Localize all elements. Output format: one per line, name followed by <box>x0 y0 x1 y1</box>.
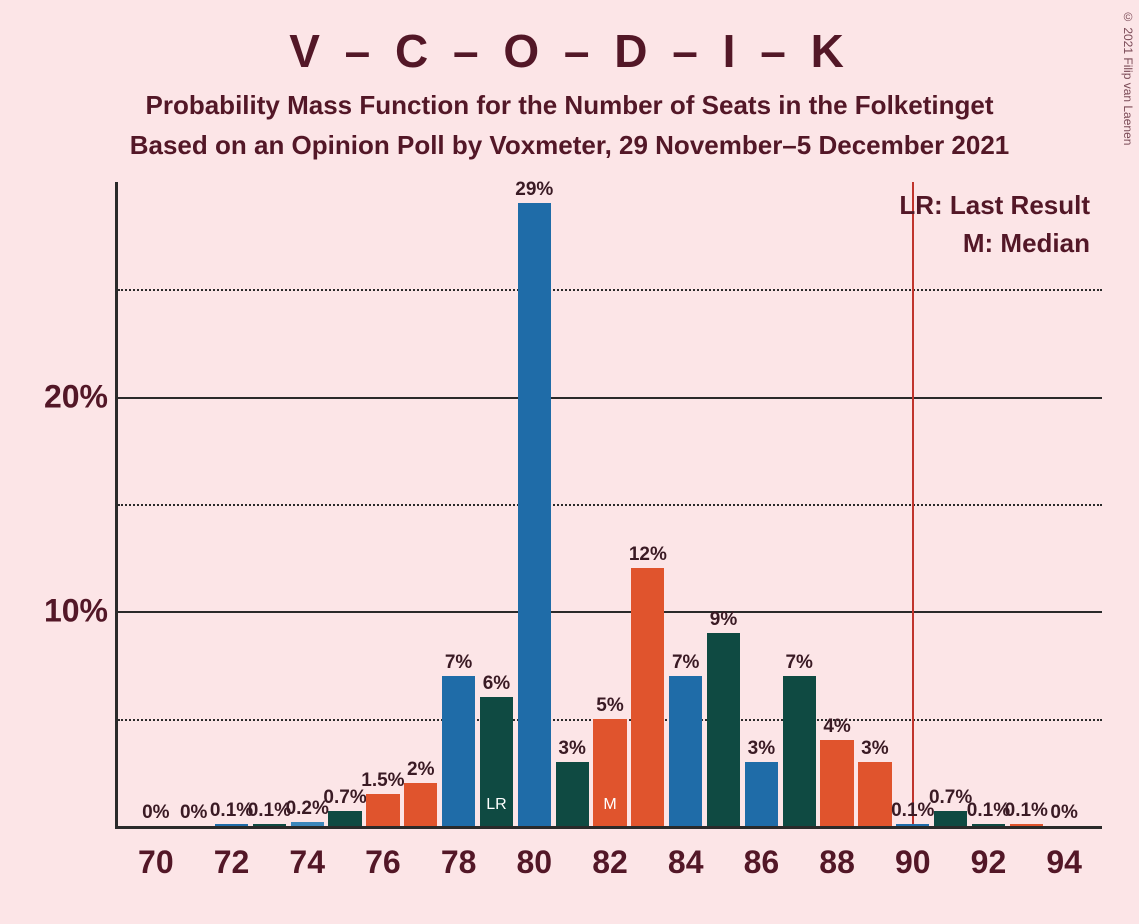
bar-value-label: 0% <box>180 802 207 824</box>
x-axis-tick: 94 <box>1046 844 1082 881</box>
bar: 0.1% <box>896 824 929 826</box>
bar: 7% <box>783 676 816 826</box>
bar: 0.1% <box>253 824 286 826</box>
x-axis-tick: 76 <box>365 844 401 881</box>
chart-area: 10%20%0%0%0.1%0.1%0.2%0.7%1.5%2%7%6%29%3… <box>115 182 1102 829</box>
bar: 0.2% <box>291 822 324 826</box>
subtitle-line-1: Probability Mass Function for the Number… <box>0 90 1139 121</box>
x-axis-tick: 74 <box>289 844 325 881</box>
x-axis-tick: 80 <box>517 844 553 881</box>
gridline-minor <box>118 289 1102 291</box>
bar-value-label: 0.2% <box>286 798 329 820</box>
legend-lr: LR: Last Result <box>899 190 1090 221</box>
bar-value-label: 0.7% <box>929 787 972 809</box>
bar: 0.1% <box>215 824 248 826</box>
bar-value-label: 1.5% <box>361 770 404 792</box>
bar-value-label: 0.1% <box>1005 800 1048 822</box>
bar-value-label: 29% <box>515 179 553 201</box>
gridline-major <box>118 397 1102 399</box>
subtitle-line-2: Based on an Opinion Poll by Voxmeter, 29… <box>0 130 1139 161</box>
bar-value-label: 3% <box>861 738 888 760</box>
x-axis-tick: 84 <box>668 844 704 881</box>
bar: 0.1% <box>972 824 1005 826</box>
x-axis-tick: 72 <box>214 844 250 881</box>
x-axis-tick: 86 <box>744 844 780 881</box>
bar: 7% <box>442 676 475 826</box>
bar: 29% <box>518 203 551 826</box>
y-axis-tick: 20% <box>33 378 108 415</box>
bar-value-label: 3% <box>558 738 585 760</box>
legend-m: M: Median <box>963 228 1090 259</box>
bar-value-label: 0.1% <box>891 800 934 822</box>
page-title: V – C – O – D – I – K <box>0 24 1139 78</box>
bar-value-label: 0.1% <box>210 800 253 822</box>
bar: 0.7% <box>328 811 361 826</box>
bar-value-label: 0% <box>1050 802 1077 824</box>
x-axis-tick: 90 <box>895 844 931 881</box>
bar: 4% <box>820 740 853 826</box>
gridline-major <box>118 611 1102 613</box>
bar-value-label: 6% <box>483 673 510 695</box>
bar-value-label: 2% <box>407 759 434 781</box>
bar: 1.5% <box>366 794 399 826</box>
x-axis-tick: 70 <box>138 844 174 881</box>
bar-value-label: 0% <box>142 802 169 824</box>
bar: 0.1% <box>1010 824 1043 826</box>
bar-value-label: 4% <box>823 716 850 738</box>
bar-value-label: 0.1% <box>248 800 291 822</box>
median-reference-line <box>912 182 914 826</box>
x-axis-tick: 92 <box>971 844 1007 881</box>
bar-value-label: 0.1% <box>967 800 1010 822</box>
bar-value-label: 9% <box>710 609 737 631</box>
bar-value-label: 12% <box>629 544 667 566</box>
bar: 0.7% <box>934 811 967 826</box>
bar-marker-m: M <box>603 796 616 814</box>
y-axis-tick: 10% <box>33 593 108 630</box>
bar-marker-lr: LR <box>486 796 506 814</box>
gridline-minor <box>118 504 1102 506</box>
bar: 12% <box>631 568 664 826</box>
x-axis-tick: 82 <box>592 844 628 881</box>
bar: 3% <box>556 762 589 826</box>
bar-value-label: 5% <box>596 695 623 717</box>
bar-value-label: 3% <box>748 738 775 760</box>
bar: 3% <box>745 762 778 826</box>
bar-value-label: 7% <box>785 652 812 674</box>
x-axis-tick: 78 <box>441 844 477 881</box>
bar-value-label: 0.7% <box>323 787 366 809</box>
bar: 2% <box>404 783 437 826</box>
bar-value-label: 7% <box>445 652 472 674</box>
bar: 9% <box>707 633 740 826</box>
bar: 3% <box>858 762 891 826</box>
copyright-label: © 2021 Filip van Laenen <box>1121 10 1135 145</box>
x-axis-tick: 88 <box>819 844 855 881</box>
bar: 7% <box>669 676 702 826</box>
bar-value-label: 7% <box>672 652 699 674</box>
